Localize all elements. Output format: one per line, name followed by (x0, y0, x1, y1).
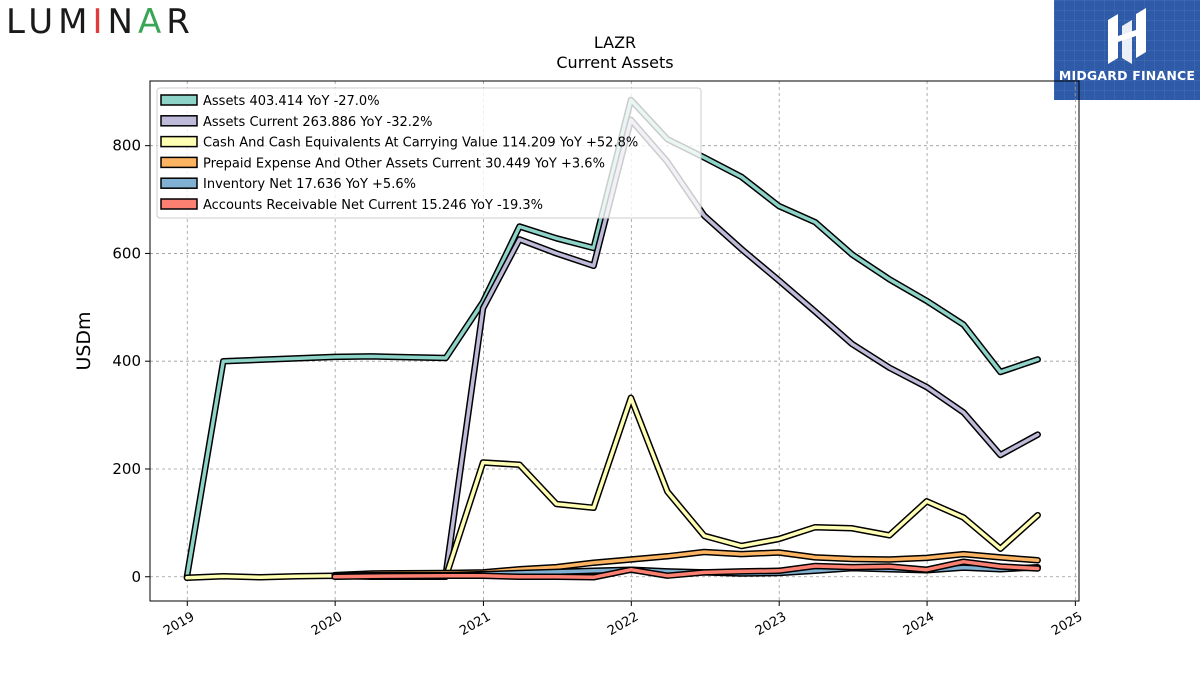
x-tick-label: 2025 (1049, 609, 1085, 639)
legend-swatch (160, 135, 198, 148)
logo-part-4: A (137, 2, 167, 42)
series-line-stroke (444, 118, 1040, 576)
series-line-stroke (332, 559, 1040, 580)
y-tick-label: 400 (112, 352, 141, 370)
legend-item: Accounts Receivable Net Current 15.246 Y… (160, 198, 543, 213)
y-axis-label: USDm (73, 311, 95, 370)
x-tick-label: 2020 (309, 609, 345, 639)
y-tick-label: 600 (112, 244, 141, 262)
legend-swatch (160, 156, 198, 169)
x-tick-label: 2024 (901, 609, 937, 639)
logo-part-5: R (166, 2, 195, 42)
series-line-outline (183, 394, 1041, 582)
midgard-emblem-icon (1108, 8, 1146, 64)
legend-label: Cash And Cash Equivalents At Carrying Va… (203, 136, 638, 151)
legend-box (156, 87, 702, 219)
legend-swatch (160, 177, 198, 189)
x-tick-label: 2019 (161, 609, 197, 639)
legend-label: Assets 403.414 YoY -27.0% (203, 94, 380, 109)
series-line-stroke (185, 396, 1040, 580)
y-tick-label: 200 (112, 460, 141, 478)
midgard-finance-logo: MIDGARD FINANCE (1054, 0, 1200, 100)
legend-label: Accounts Receivable Net Current 15.246 Y… (203, 198, 543, 213)
legend-item: Assets Current 263.886 YoY -32.2% (160, 115, 433, 130)
legend-item: Assets 403.414 YoY -27.0% (160, 94, 380, 109)
legend-label: Inventory Net 17.636 YoY +5.6% (203, 177, 416, 192)
series-line (442, 116, 1041, 578)
plot-frame (149, 80, 1080, 602)
x-tick-label: 2023 (753, 609, 789, 639)
series-lines (183, 96, 1041, 582)
logo-part-3: N (107, 2, 138, 42)
legend-item: Prepaid Expense And Other Assets Current… (160, 156, 605, 171)
chart-title: LAZR (594, 33, 636, 52)
y-tick-label: 0 (131, 568, 141, 586)
legend-item: Cash And Cash Equivalents At Carrying Va… (160, 135, 638, 151)
legend-swatch (160, 115, 198, 127)
legend: Assets 403.414 YoY -27.0% Assets Current … (156, 87, 702, 219)
logo-part-1: LUM (6, 2, 93, 42)
legend-swatch (160, 198, 198, 210)
legend-label: Assets Current 263.886 YoY -32.2% (203, 115, 433, 130)
luminar-logo: LUMINAR (6, 2, 195, 42)
legend-label: Prepaid Expense And Other Assets Current… (203, 156, 605, 171)
series-line (183, 394, 1041, 582)
x-tick-label: 2021 (457, 609, 493, 639)
midgard-finance-label: MIDGARD FINANCE (1058, 68, 1196, 83)
x-tick-label: 2022 (605, 609, 641, 639)
y-tick-label: 800 (112, 137, 141, 155)
series-line (331, 558, 1041, 581)
legend-item: Inventory Net 17.636 YoY +5.6% (160, 177, 416, 192)
chart-subtitle: Current Assets (556, 53, 673, 72)
legend-swatch (160, 94, 198, 106)
logo-part-2: I (92, 2, 108, 42)
